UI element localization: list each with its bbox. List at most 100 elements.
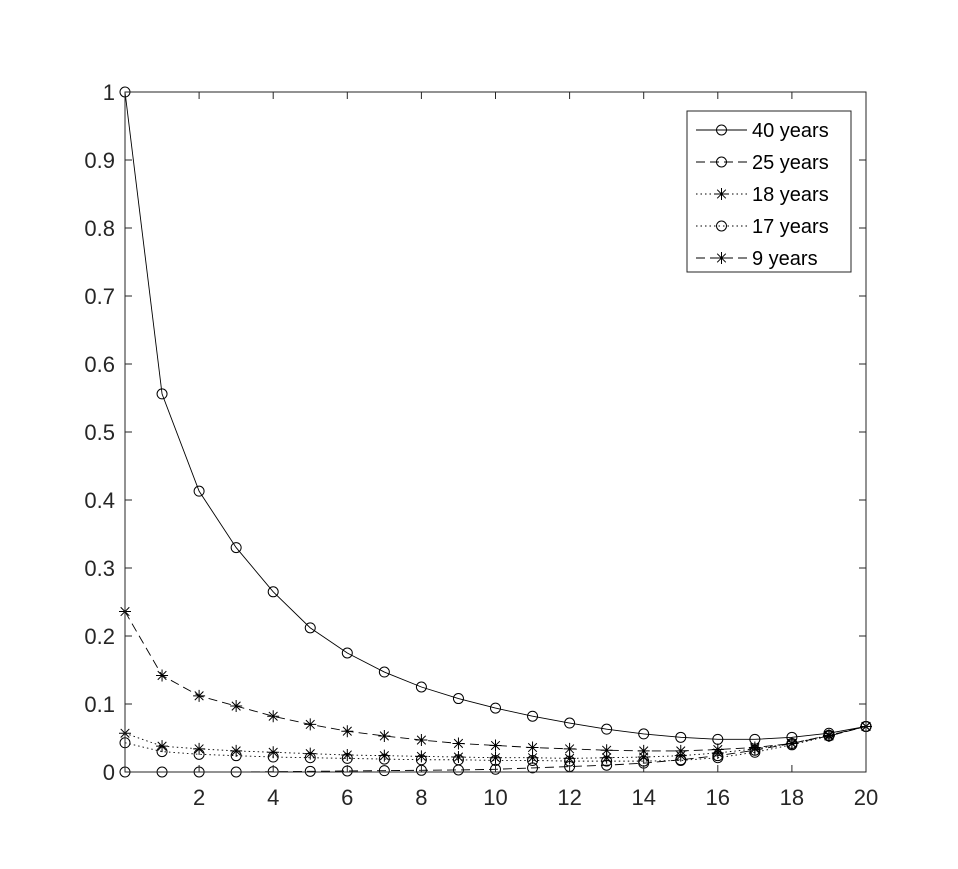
data-point-2-14-glyph: [637, 751, 650, 764]
data-point-1-5: [304, 765, 316, 777]
data-point-2-10: [489, 751, 502, 764]
series-line-0: [124, 91, 867, 740]
data-point-2-5: [304, 747, 317, 760]
data-point-2-8: [415, 750, 428, 763]
data-point-0-3: [230, 542, 242, 554]
y-tick-label: 0.5: [84, 420, 115, 445]
data-point-2-12-glyph: [563, 752, 576, 765]
data-point-4-13-glyph: [600, 744, 613, 757]
y-tick-label: 0.2: [84, 624, 115, 649]
data-point-3-3: [230, 750, 242, 762]
x-tick-label: 8: [415, 785, 427, 810]
data-point-0-4: [267, 586, 279, 598]
data-point-4-11: [526, 741, 539, 754]
data-point-4-17-glyph: [748, 741, 761, 754]
legend-label: 9 years: [752, 248, 818, 270]
data-point-2-10-glyph: [489, 751, 502, 764]
data-point-4-8-glyph: [415, 734, 428, 747]
legend-marker-0: [716, 124, 727, 136]
data-point-2-11: [526, 751, 539, 764]
data-point-4-18-glyph: [785, 737, 798, 750]
data-point-4-2: [193, 689, 206, 702]
x-tick-label: 10: [483, 785, 507, 810]
data-point-4-12-glyph: [563, 742, 576, 755]
data-point-2-14: [637, 751, 650, 764]
data-point-4-9-glyph: [452, 737, 465, 750]
data-point-0-14: [638, 728, 650, 740]
data-point-3-2: [193, 748, 205, 760]
data-point-4-14: [637, 744, 650, 757]
data-point-4-19: [822, 729, 835, 742]
data-point-4-6-glyph: [341, 725, 354, 738]
data-point-4-3: [230, 700, 243, 713]
legend-marker-4-glyph: [715, 252, 728, 264]
data-point-2-9-glyph: [452, 751, 465, 764]
data-point-4-18: [785, 737, 798, 750]
legend-label: 18 years: [752, 184, 829, 206]
data-point-4-10-glyph: [489, 739, 502, 752]
data-point-4-14-glyph: [637, 744, 650, 757]
data-point-2-11-glyph: [526, 751, 539, 764]
data-point-4-1: [156, 669, 169, 682]
data-point-4-2-glyph: [193, 689, 206, 702]
data-point-0-9: [452, 693, 464, 705]
data-point-0-8: [415, 681, 427, 693]
data-point-0-1: [156, 388, 168, 400]
data-point-4-8: [415, 734, 428, 747]
y-tick-label: 1: [103, 80, 115, 105]
data-point-3-5: [304, 752, 316, 764]
data-point-0-12: [564, 717, 576, 729]
x-tick-label: 6: [341, 785, 353, 810]
legend-box: [686, 110, 852, 273]
data-point-4-11-glyph: [526, 741, 539, 754]
y-tick-label: 0.1: [84, 692, 115, 717]
data-point-3-1: [156, 746, 168, 758]
legend-marker-3: [716, 220, 727, 232]
series-0: [119, 86, 872, 745]
data-point-2-7: [378, 749, 391, 762]
x-tick-label: 20: [854, 785, 878, 810]
y-tick-label: 0.8: [84, 216, 115, 241]
data-point-0-5: [304, 622, 316, 634]
data-point-3-8: [415, 754, 427, 766]
data-point-4-4: [267, 710, 280, 723]
data-point-4-5: [304, 718, 317, 731]
data-point-4-5-glyph: [304, 718, 317, 731]
data-point-0-10: [490, 702, 501, 714]
data-point-0-6: [341, 647, 353, 659]
data-point-4-1-glyph: [156, 669, 169, 682]
legend-item-4: 9 years: [696, 248, 818, 270]
data-point-4-6: [341, 725, 354, 738]
legend-marker-2-glyph: [715, 188, 728, 200]
y-tick-label: 0.7: [84, 284, 115, 309]
data-point-2-13-glyph: [600, 751, 613, 764]
data-point-4-7-glyph: [378, 729, 391, 742]
data-point-0-15: [675, 731, 687, 743]
data-point-4-15-glyph: [674, 744, 687, 757]
data-point-4-7: [378, 729, 391, 742]
legend-item-0: 40 years: [696, 120, 829, 142]
y-tick-label: 0.3: [84, 556, 115, 581]
legend-label: 25 years: [752, 152, 829, 174]
data-point-4-3-glyph: [230, 700, 243, 713]
data-point-4-17: [748, 741, 761, 754]
data-point-3-9: [452, 754, 464, 766]
data-point-0-13: [601, 723, 613, 735]
legend: 40 years 25 years 18 years 17 years 9 years: [686, 110, 852, 273]
data-point-2-9: [452, 751, 465, 764]
data-point-2-7-glyph: [378, 749, 391, 762]
y-tick-label: 0.9: [84, 148, 115, 173]
x-tick-label: 16: [706, 785, 730, 810]
x-tick-label: 4: [267, 785, 279, 810]
data-point-4-4-glyph: [267, 710, 280, 723]
data-point-2-13: [600, 751, 613, 764]
legend-item-1: 25 years: [696, 152, 829, 174]
legend-item-3: 17 years: [696, 216, 829, 238]
legend-label: 40 years: [752, 120, 829, 142]
data-point-2-6: [341, 749, 354, 761]
legend-marker-1: [716, 156, 727, 168]
x-tick-label: 18: [780, 785, 804, 810]
x-tick-label: 14: [631, 785, 655, 810]
y-tick-label: 0.6: [84, 352, 115, 377]
y-tick-label: 0: [103, 760, 115, 785]
